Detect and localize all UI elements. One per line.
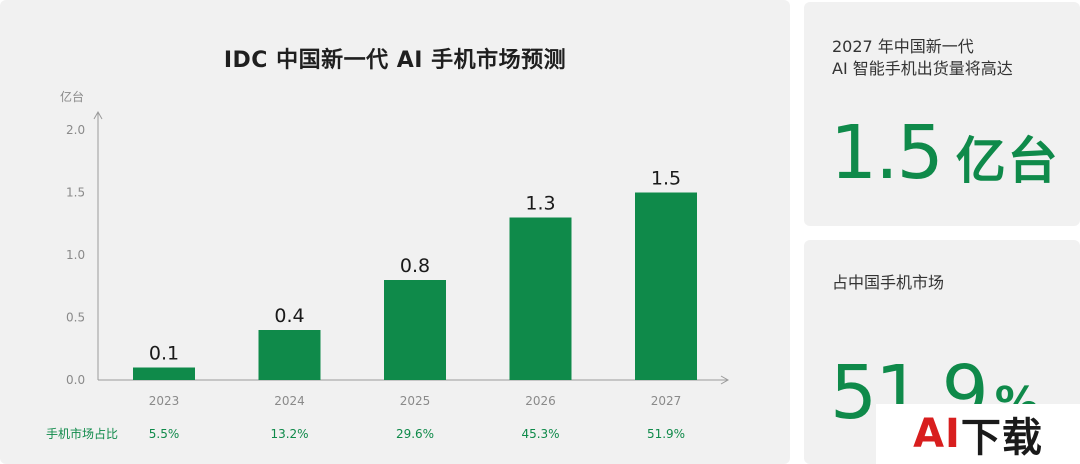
watermark-text: 下载 [960,415,1043,461]
shipment-stat-card: 2027 年中国新一代 AI 智能手机出货量将高达 1.5 亿台 [804,2,1080,226]
bar-value-label: 1.3 [525,193,555,215]
shipment-stat-label-line2: AI 智能手机出货量将高达 [832,59,1013,78]
watermark-ai: AI [913,411,961,457]
y-tick-label: 1.5 [66,186,85,200]
market-share-value: 13.2% [270,427,308,441]
market-share-value: 29.6% [396,427,434,441]
x-axis-arrow [720,375,730,385]
chart-title: IDC 中国新一代 AI 手机市场预测 [223,48,567,73]
bar-value-label: 0.4 [274,305,304,327]
y-tick-label: 1.0 [66,248,85,262]
shipment-stat-unit: 亿台 [955,132,1060,190]
bar-chart: 亿台 0.0 0.5 1.0 1.5 2.0 0.1 2023 5.5% 0.4 2024 13.2%… [46,89,730,441]
bar [635,192,697,380]
bar [133,367,195,380]
bar [509,217,572,380]
shipment-stat-label-line1: 2027 年中国新一代 [832,37,974,56]
bar-value-label: 1.5 [651,168,681,190]
bar [258,330,321,380]
x-tick-label: 2027 [651,394,682,408]
bar-value-label: 0.8 [400,255,430,277]
chart-panel: IDC 中国新一代 AI 手机市场预测 亿台 0.0 0.5 1.0 1.5 2.0 0.1… [0,0,790,464]
bar [384,280,446,380]
shipment-stat-value-row: 1.5 亿台 [830,110,1060,196]
watermark-logo: AI 下载 [876,404,1080,464]
shipment-stat-value: 1.5 [830,110,944,196]
bar-value-label: 0.1 [149,343,179,365]
x-tick-label: 2024 [274,394,305,408]
y-tick-label: 2.0 [66,123,85,137]
y-tick-label: 0.0 [66,373,85,387]
y-tick-label: 0.5 [66,311,85,325]
market-share-stat-label: 占中国手机市场 [832,273,945,292]
x-tick-label: 2025 [400,394,431,408]
y-axis-label: 亿台 [60,89,84,104]
market-share-value: 5.5% [149,427,180,441]
market-share-row-label: 手机市场占比 [46,426,118,441]
market-share-value: 45.3% [521,427,559,441]
market-share-value: 51.9% [647,427,685,441]
x-tick-label: 2026 [525,394,556,408]
y-axis-arrow [93,110,103,120]
x-tick-label: 2023 [149,394,180,408]
